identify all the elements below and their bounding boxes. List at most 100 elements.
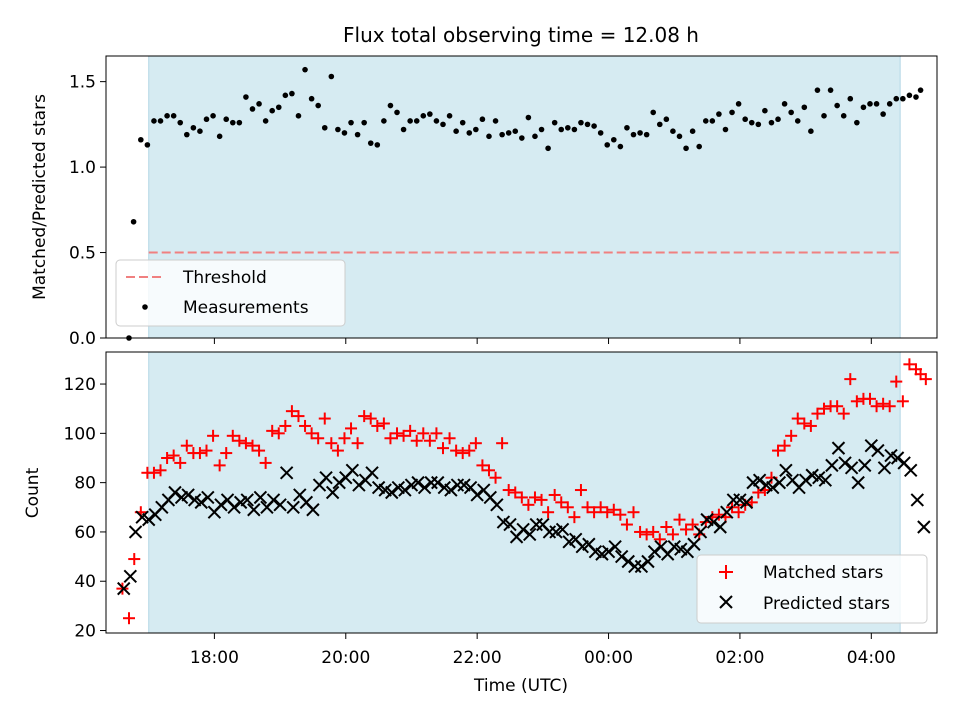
measurement-point xyxy=(886,101,893,107)
measurement-point xyxy=(400,126,407,133)
top-y-axis-label: Matched/Predicted stars xyxy=(30,94,50,300)
measurement-point xyxy=(702,118,709,124)
measurement-point xyxy=(243,94,249,100)
predicted-star-point xyxy=(621,554,635,569)
measurement-point xyxy=(670,128,676,134)
measurement-point xyxy=(900,95,906,102)
matched-star-point xyxy=(456,447,469,460)
measurement-point xyxy=(716,111,722,117)
measurement-point xyxy=(184,131,190,138)
predicted-star-point xyxy=(693,525,708,539)
measurement-point xyxy=(762,107,768,114)
predicted-star-point xyxy=(647,544,662,559)
matched-star-point xyxy=(436,442,449,455)
measurement-point xyxy=(584,121,591,128)
measurement-point xyxy=(913,94,919,100)
measurement-point xyxy=(821,113,827,119)
matched-star-point xyxy=(331,444,344,457)
bottom-y-ticks: 20 40 60 80 100 120 xyxy=(64,375,106,642)
predicted-star-point xyxy=(687,537,701,551)
measurement-point xyxy=(446,113,453,119)
matched-star-point xyxy=(299,419,312,432)
predicted-star-point xyxy=(851,475,865,490)
top-legend-box xyxy=(115,259,346,327)
predicted-star-point xyxy=(181,488,195,502)
measurement-point xyxy=(328,73,335,80)
predicted-star-point xyxy=(904,463,918,478)
measurement-point xyxy=(637,130,643,136)
matched-star-point xyxy=(384,432,397,445)
measurement-point xyxy=(565,124,571,131)
matched-star-point xyxy=(122,612,135,625)
legend-threshold-label: Threshold xyxy=(182,268,267,288)
matched-star-point xyxy=(404,424,417,437)
predicted-star-point xyxy=(247,503,261,517)
x-tick-label: 20:00 xyxy=(321,648,370,668)
matched-star-point xyxy=(850,395,863,408)
matched-star-point xyxy=(213,459,226,472)
measurement-point xyxy=(374,142,381,148)
matched-star-point xyxy=(253,444,266,457)
matched-star-point xyxy=(919,373,932,386)
matched-star-point xyxy=(318,412,331,425)
measurement-point xyxy=(151,118,157,124)
matched-star-point xyxy=(207,429,220,442)
matched-star-point xyxy=(660,521,673,534)
matched-star-point xyxy=(542,506,555,519)
predicted-star-point xyxy=(739,495,754,510)
predicted-star-point xyxy=(214,498,228,512)
measurement-point xyxy=(591,123,597,129)
top-y-ticks: 0.0 0.5 1.0 1.5 xyxy=(69,73,106,349)
matched-star-point xyxy=(391,427,404,440)
matched-star-point xyxy=(548,488,561,501)
predicted-star-point xyxy=(398,483,412,497)
measurement-point xyxy=(348,119,354,126)
predicted-star-point xyxy=(720,505,734,519)
x-tick-label: 18:00 xyxy=(190,648,239,668)
measurement-point xyxy=(794,118,801,124)
predicted-star-point xyxy=(798,473,813,487)
matched-star-point xyxy=(423,434,436,447)
predicted-star-point xyxy=(194,495,208,510)
matched-star-point xyxy=(312,432,325,445)
matched-star-point xyxy=(285,405,298,418)
matched-star-point xyxy=(266,424,279,437)
matched-star-point xyxy=(831,400,844,413)
matched-star-point xyxy=(272,427,285,440)
top-axes-frame xyxy=(105,55,938,339)
predicted-star-point xyxy=(726,493,741,507)
bottom-y-tick-label: 60 xyxy=(74,523,96,543)
matched-star-point xyxy=(614,508,627,521)
matched-star-point xyxy=(489,471,502,484)
bottom-legend: Matched stars Predicted stars xyxy=(696,554,928,624)
predicted-star-point xyxy=(332,475,346,490)
matched-star-point xyxy=(128,553,141,566)
predicted-star-point xyxy=(917,520,931,534)
measurement-point xyxy=(630,131,637,138)
predicted-star-point xyxy=(529,517,543,532)
measurement-point xyxy=(492,118,499,124)
bottom-y-tick-label: 20 xyxy=(74,622,96,642)
matched-star-point xyxy=(200,444,213,457)
matched-star-point xyxy=(903,358,916,371)
matched-star-point xyxy=(798,417,811,430)
measurement-point xyxy=(413,118,420,124)
matched-star-point xyxy=(804,419,817,432)
measurement-point xyxy=(249,106,256,112)
matched-star-point xyxy=(627,506,640,519)
measurement-point xyxy=(216,133,223,140)
matched-star-point xyxy=(193,447,206,460)
measurement-point xyxy=(197,128,203,134)
matched-star-point xyxy=(220,447,233,460)
matched-star-point xyxy=(463,444,476,457)
measurement-point xyxy=(519,135,525,141)
predicted-stars-points xyxy=(117,438,931,596)
matched-star-point xyxy=(837,407,850,420)
matched-star-point xyxy=(305,427,318,440)
measurement-point xyxy=(394,109,400,116)
measurement-point xyxy=(479,116,486,123)
predicted-star-point xyxy=(838,456,852,470)
predicted-star-point xyxy=(201,490,215,505)
measurement-point xyxy=(781,101,788,107)
